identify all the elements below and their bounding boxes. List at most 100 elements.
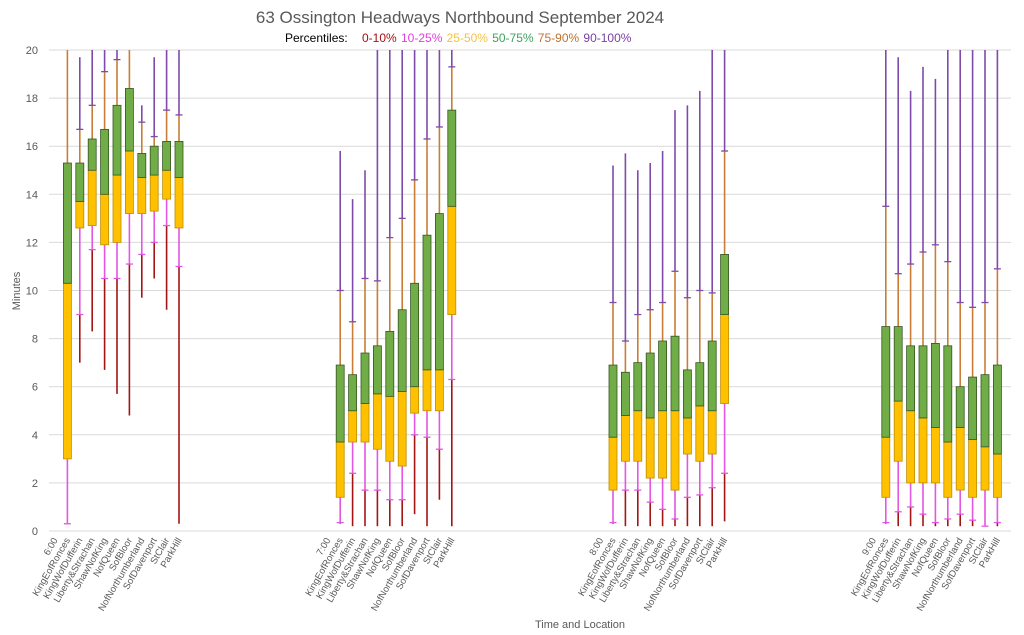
box-p50-p75 (968, 376, 977, 441)
box-p25-p50 (707, 410, 717, 455)
y-tick-label: 12 (26, 237, 38, 249)
box-p25-p50 (955, 427, 965, 491)
box-item (447, 50, 457, 527)
legend-label: Percentiles: (285, 31, 348, 45)
box-item (645, 163, 655, 527)
box-item (931, 78, 940, 527)
box-p25-p50 (397, 391, 407, 467)
box-item (906, 90, 915, 527)
y-tick-label: 18 (26, 93, 38, 105)
box-item (162, 50, 172, 310)
box-item (621, 153, 630, 527)
y-tick-label: 16 (26, 141, 38, 153)
box-p25-p50 (410, 386, 420, 414)
y-tick-label: 0 (32, 526, 38, 538)
box-p50-p75 (162, 140, 172, 171)
box-p25-p50 (434, 369, 444, 412)
box-item (410, 50, 420, 515)
box-p25-p50 (63, 282, 72, 460)
box-item (149, 57, 159, 279)
box-p25-p50 (893, 400, 903, 462)
box-p25-p50 (335, 441, 345, 498)
box-item (881, 50, 891, 524)
chart-title: 63 Ossington Headways Northbound Septemb… (256, 8, 664, 27)
x-axis-title: Time and Location (535, 619, 625, 631)
y-axis-ticks: 0 2 4 6 8 10 12 14 16 18 20 (26, 45, 38, 538)
box-p25-p50 (931, 427, 940, 484)
box-p50-p75 (633, 362, 643, 412)
box-item (372, 50, 382, 527)
box-p25-p50 (621, 415, 630, 462)
y-tick-label: 2 (32, 478, 38, 490)
box-p50-p75 (125, 88, 134, 152)
box-item (658, 151, 667, 527)
box-item (893, 57, 903, 527)
box-p50-p75 (683, 369, 692, 419)
box-p25-p50 (670, 410, 680, 491)
box-item (608, 165, 618, 524)
box-item (100, 50, 109, 370)
box-p25-p50 (447, 205, 457, 315)
box-p50-p75 (397, 309, 407, 392)
box-p25-p50 (608, 436, 618, 491)
box-p25-p50 (906, 410, 915, 484)
box-item (87, 50, 97, 332)
box-p50-p75 (695, 362, 705, 407)
box-p25-p50 (658, 410, 667, 479)
box-p50-p75 (100, 128, 109, 195)
box-p25-p50 (918, 417, 928, 484)
box-p50-p75 (608, 364, 618, 438)
box-p50-p75 (410, 282, 420, 388)
y-tick-label: 4 (32, 430, 38, 442)
box-p25-p50 (100, 193, 109, 246)
box-p50-p75 (87, 138, 97, 171)
box-item (633, 170, 643, 527)
box-p25-p50 (149, 174, 159, 212)
box-item (385, 50, 395, 527)
box-p25-p50 (980, 446, 990, 491)
box-p25-p50 (993, 453, 1002, 498)
box-item (670, 110, 680, 527)
box-p50-p75 (980, 374, 990, 448)
legend-entry: 50-75% (492, 31, 534, 45)
box-p50-p75 (881, 326, 891, 438)
box-item (174, 50, 184, 524)
x-axis-labels: 6:00KingEofRoncesKingWofDufferinLiberty&… (31, 536, 1003, 614)
box-p50-p75 (931, 343, 940, 428)
box-p25-p50 (174, 177, 184, 229)
y-tick-label: 20 (26, 45, 38, 57)
box-p25-p50 (683, 417, 692, 455)
box-item (980, 50, 990, 527)
box-p25-p50 (112, 174, 122, 243)
box-item (993, 50, 1002, 527)
box-p50-p75 (918, 345, 928, 419)
box-p50-p75 (149, 145, 159, 176)
box-p50-p75 (422, 234, 432, 371)
y-tick-label: 8 (32, 334, 38, 346)
box-p25-p50 (720, 314, 729, 404)
box-item (112, 50, 122, 394)
box-p50-p75 (112, 104, 122, 176)
box-p50-p75 (360, 352, 370, 404)
box-p25-p50 (943, 441, 953, 498)
box-item (335, 151, 345, 524)
box-item (968, 50, 977, 527)
box-item (348, 199, 358, 527)
box-p50-p75 (434, 213, 444, 371)
box-p25-p50 (385, 395, 395, 462)
box-p25-p50 (645, 417, 655, 479)
box-p25-p50 (360, 403, 370, 443)
box-item (955, 50, 965, 527)
y-tick-label: 14 (26, 189, 38, 201)
box-p25-p50 (695, 405, 705, 462)
box-p50-p75 (385, 330, 395, 397)
box-item (943, 50, 953, 527)
box-p25-p50 (125, 150, 134, 214)
box-p25-p50 (348, 410, 358, 443)
y-tick-label: 6 (32, 382, 38, 394)
box-item (360, 170, 370, 527)
box-p25-p50 (633, 410, 643, 462)
plot-marks (63, 50, 1002, 527)
box-p50-p75 (75, 162, 85, 202)
